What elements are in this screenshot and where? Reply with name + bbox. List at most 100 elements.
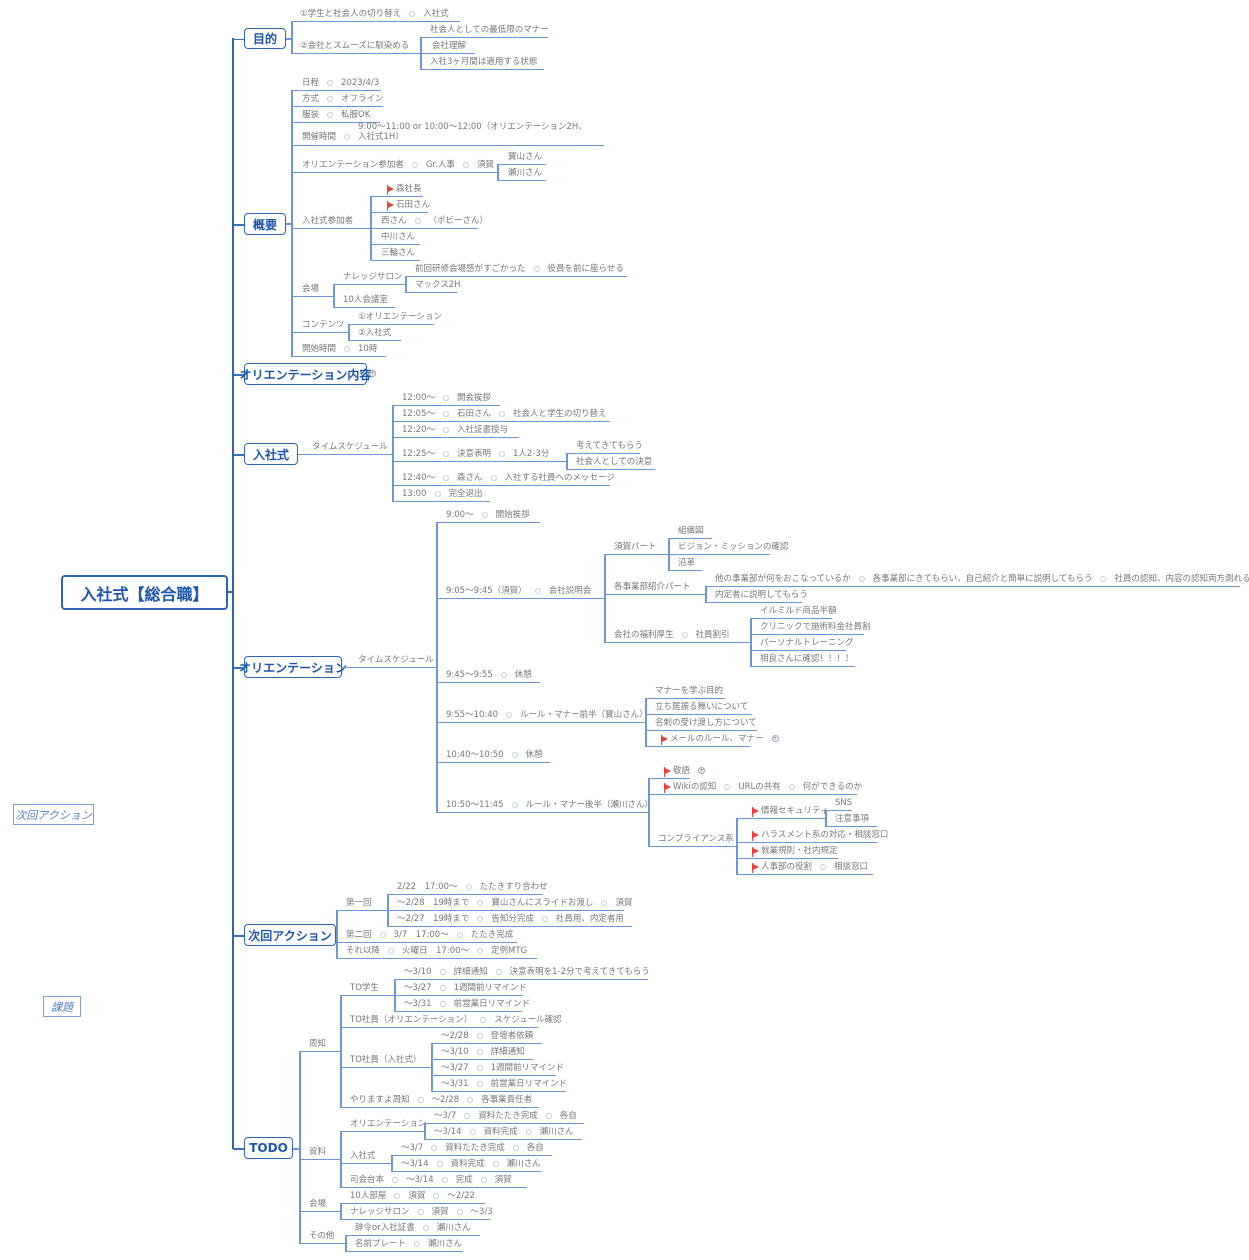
node[interactable]: 名前プレート 瀬川さん	[345, 1237, 463, 1252]
collapse-icon[interactable]	[417, 1208, 424, 1215]
node[interactable]: 資料	[299, 1145, 340, 1160]
collapse-icon[interactable]	[511, 751, 518, 758]
node[interactable]: タイムスケジュール	[298, 440, 392, 455]
node[interactable]: 入社式参加者	[291, 214, 370, 229]
collapse-icon[interactable]	[439, 968, 446, 975]
node[interactable]: 12:00〜 開会挨拶	[392, 391, 500, 406]
collapse-icon[interactable]	[394, 1192, 401, 1199]
node[interactable]: ①オリエンテーション	[348, 310, 442, 325]
node[interactable]: 〜2/28 19時まで 寶山さんにスライドお渡し 須賀	[387, 896, 632, 911]
collapse-icon[interactable]	[443, 394, 449, 401]
collapse-icon[interactable]	[414, 1240, 421, 1247]
node[interactable]: ①学生と社会人の切り替え 入社式	[291, 7, 460, 22]
expand-icon[interactable]: +	[369, 370, 376, 377]
node[interactable]: 人事部の役割 相談窓口	[736, 860, 873, 875]
topic-4[interactable]: 入社式	[244, 443, 298, 465]
node[interactable]: 各事業部紹介パート	[604, 580, 705, 595]
collapse-icon[interactable]	[467, 1096, 474, 1103]
collapse-icon[interactable]	[411, 161, 418, 168]
node[interactable]: ビジョン・ミッションの確認	[668, 540, 789, 555]
node[interactable]: 内定者に説明してもらう	[705, 588, 808, 603]
node[interactable]: 13:00 完全退出	[392, 487, 490, 502]
node[interactable]: TO社員（入社式）	[340, 1053, 431, 1068]
collapse-icon[interactable]	[480, 1176, 487, 1183]
node[interactable]: 会社理解	[420, 39, 475, 54]
node[interactable]: 10人会議室	[333, 293, 395, 308]
node[interactable]: 考えてきてもらう	[566, 439, 643, 454]
node[interactable]: タイムスケジュール	[342, 653, 436, 668]
node[interactable]: やりますよ周知 〜2/28 各事業責任者	[340, 1093, 539, 1108]
node[interactable]: 会場	[291, 282, 333, 297]
node[interactable]: TO学生	[340, 981, 394, 996]
node[interactable]: 入社3ヶ月間は適用する状態	[420, 55, 544, 70]
collapse-icon[interactable]	[443, 426, 449, 433]
collapse-icon[interactable]	[327, 79, 334, 86]
node[interactable]: 〜3/27 1週間前リマインド	[431, 1061, 564, 1076]
floating-topic-issues[interactable]: 課題	[43, 996, 81, 1017]
node[interactable]: 9:45〜9:55 休憩	[436, 668, 540, 683]
collapse-icon[interactable]	[500, 671, 507, 678]
node[interactable]: 敬語 +	[648, 764, 706, 779]
collapse-icon[interactable]	[436, 1160, 443, 1167]
collapse-icon[interactable]	[481, 511, 488, 518]
node[interactable]: 2/22 17:00〜 たたきすり合わせ	[387, 880, 548, 895]
node[interactable]: ②入社式	[348, 326, 401, 341]
node[interactable]: 〜3/31 前営業日リマインド	[431, 1077, 567, 1092]
collapse-icon[interactable]	[506, 711, 513, 718]
collapse-icon[interactable]	[379, 931, 386, 938]
node[interactable]: 立ち居振る舞いについて	[645, 700, 752, 715]
node[interactable]: SNS	[825, 796, 852, 811]
node[interactable]: 10人部屋 須賀 〜2/22	[340, 1189, 485, 1204]
collapse-icon[interactable]	[434, 490, 441, 497]
node[interactable]: 〜3/14 資料完成 瀬川さん	[424, 1125, 582, 1140]
collapse-icon[interactable]	[495, 968, 502, 975]
node[interactable]: 寶山さん	[497, 150, 546, 165]
collapse-icon[interactable]	[499, 410, 506, 417]
node[interactable]: 社会人としての最低限のマナー	[420, 23, 549, 38]
node[interactable]: 〜3/14 資料完成 瀬川さん	[391, 1157, 541, 1172]
node[interactable]: 他の事業部が何をおこなっているか 各事業部にきてもらい、自己紹介と簡単に説明しても…	[705, 572, 1249, 587]
collapse-icon[interactable]	[492, 1160, 499, 1167]
collapse-icon[interactable]	[456, 931, 463, 938]
node[interactable]: クリニックで施術料金社員割	[750, 620, 871, 635]
collapse-icon[interactable]	[512, 1144, 519, 1151]
node[interactable]: 情報セキュリティ	[736, 804, 829, 819]
node[interactable]: 組織図	[668, 524, 712, 539]
collapse-icon[interactable]	[422, 1224, 429, 1231]
collapse-icon[interactable]	[533, 265, 540, 272]
node[interactable]: 9:05〜9:45（須賀） 会社説明会	[436, 584, 604, 599]
node[interactable]: 〜3/31 前営業日リマインド	[394, 997, 530, 1012]
node[interactable]: 9:55〜10:40 ルール・マナー前半（寶山さん）	[436, 708, 648, 723]
collapse-icon[interactable]	[464, 1112, 471, 1119]
node[interactable]: 開始時間 10時	[291, 342, 386, 357]
node[interactable]: 〜3/27 1週間前リマインド	[394, 981, 527, 996]
collapse-icon[interactable]	[477, 915, 484, 922]
collapse-icon[interactable]	[344, 133, 351, 140]
collapse-icon[interactable]	[439, 1000, 446, 1007]
node[interactable]: 前回研修会場感がすごかった 役員を前に座らせる	[405, 262, 627, 277]
collapse-icon[interactable]	[476, 1032, 483, 1039]
node[interactable]: 中川さん	[370, 230, 420, 245]
node[interactable]: 12:20〜 入社証書授与	[392, 423, 519, 438]
collapse-icon[interactable]	[545, 1112, 552, 1119]
collapse-icon[interactable]	[441, 1176, 448, 1183]
collapse-icon[interactable]	[534, 587, 541, 594]
collapse-icon[interactable]	[499, 450, 506, 457]
node[interactable]: 周知	[299, 1037, 340, 1052]
node[interactable]: 西さん （ポビーさん）	[370, 214, 488, 229]
node[interactable]: 会場	[299, 1197, 340, 1212]
node[interactable]: その他	[299, 1229, 345, 1244]
collapse-icon[interactable]	[477, 899, 484, 906]
node[interactable]: 三輪さん	[370, 246, 420, 261]
node[interactable]: 方式 オフライン	[291, 92, 384, 107]
collapse-icon[interactable]	[476, 1064, 483, 1071]
collapse-icon[interactable]	[327, 111, 334, 118]
node[interactable]: 第二回 3/7 17:00〜 たたき完成	[336, 928, 517, 943]
collapse-icon[interactable]	[443, 450, 449, 457]
node[interactable]: 服装 私服OK	[291, 108, 380, 123]
collapse-icon[interactable]	[456, 1208, 463, 1215]
node[interactable]: 〜2/28 登壇者依頼	[431, 1029, 542, 1044]
collapse-icon[interactable]	[443, 410, 449, 417]
collapse-icon[interactable]	[476, 1048, 483, 1055]
collapse-icon[interactable]	[344, 345, 351, 352]
